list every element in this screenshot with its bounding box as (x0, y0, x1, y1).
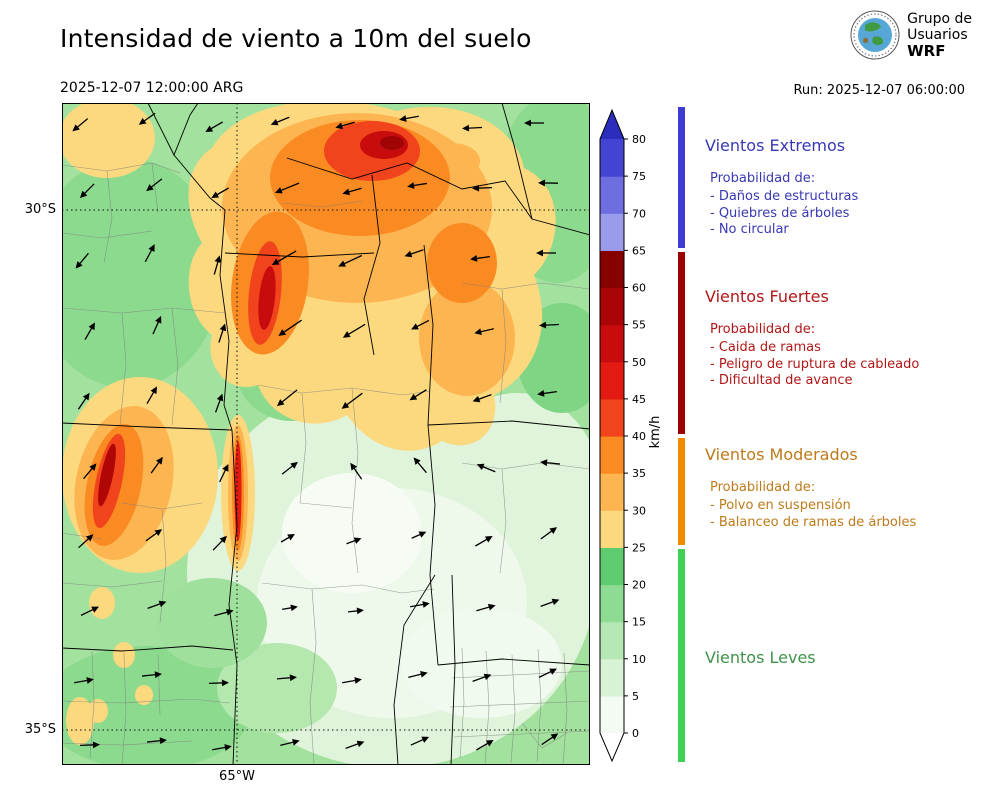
svg-text:60: 60 (632, 282, 646, 295)
svg-text:20: 20 (632, 579, 646, 592)
legend-title-extremos: Vientos Extremos (705, 136, 846, 155)
map-border (62, 103, 590, 765)
legend-prob-header-extremos: Probabilidad de: (710, 171, 816, 186)
lon-label-65w: 65°W (219, 769, 255, 784)
colorbar: 0 5 10 15 20 25 30 35 40 45 50 55 60 65 70 75 80 (599, 108, 646, 763)
legend-strip-extremos (678, 107, 685, 248)
svg-text:0: 0 (632, 727, 639, 740)
legend-strip-moderados (678, 438, 685, 545)
svg-text:5: 5 (632, 690, 639, 703)
page-title: Intensidad de viento a 10m del suelo (60, 24, 532, 53)
wind-intensity-map (62, 103, 590, 765)
wrf-logo: Grupo de Usuarios WRF (850, 10, 972, 60)
svg-text:10: 10 (632, 653, 646, 666)
legend-item: - Peligro de ruptura de cableado (710, 356, 920, 372)
department-boundaries (62, 162, 590, 765)
legend-title-fuertes: Vientos Fuertes (705, 287, 829, 306)
lat-label-30s: 30°S (24, 202, 56, 217)
legend-item: - Dificultad de avance (710, 373, 853, 388)
svg-text:40: 40 (632, 430, 646, 443)
svg-text:70: 70 (632, 207, 646, 220)
valid-datetime: 2025-12-07 12:00:00 ARG (60, 80, 244, 96)
legend-item: - No circular (710, 222, 789, 237)
wind-field (62, 103, 590, 765)
svg-text:50: 50 (632, 356, 646, 369)
wind-arrows-layer (72, 112, 561, 751)
legend-title-moderados: Vientos Moderados (705, 445, 858, 464)
svg-text:80: 80 (632, 133, 646, 146)
legend-item: - Balanceo de ramas de árboles (710, 514, 917, 530)
legend-title-leves: Vientos Leves (705, 648, 816, 667)
svg-text:35: 35 (632, 467, 646, 480)
svg-text:15: 15 (632, 616, 646, 629)
province-boundaries (62, 103, 590, 765)
legend-section-leves: Vientos Leves (705, 648, 997, 683)
svg-text:30: 30 (632, 504, 646, 517)
legend-item: - Daños de estructuras (710, 189, 859, 204)
logo-text-line2: Usuarios (907, 27, 968, 43)
globe-icon (850, 10, 900, 60)
colorbar-unit-label: km/h (648, 415, 663, 449)
lat-label-35s: 35°S (24, 722, 56, 737)
legend-item: - Quiebres de árboles (710, 205, 850, 221)
svg-text:55: 55 (632, 319, 646, 332)
legend-item: - Caida de ramas (710, 340, 821, 355)
legend-section-fuertes: Vientos Fuertes Probabilidad de: - Caida… (705, 287, 997, 390)
logo-text-wrf: WRF (907, 42, 946, 60)
svg-text:45: 45 (632, 393, 646, 406)
svg-text:75: 75 (632, 170, 646, 183)
legend-strip-leves (678, 549, 685, 762)
legend-item: - Polvo en suspensión (710, 498, 851, 513)
legend-section-moderados: Vientos Moderados Probabilidad de: - Pol… (705, 445, 997, 531)
svg-text:65: 65 (632, 244, 646, 257)
legend-prob-header-moderados: Probabilidad de: (710, 480, 816, 495)
legend-prob-header-fuertes: Probabilidad de: (710, 322, 816, 337)
run-datetime: Run: 2025-12-07 06:00:00 (793, 83, 965, 98)
legend-section-extremos: Vientos Extremos Probabilidad de: - Daño… (705, 136, 997, 239)
legend-strip-fuertes (678, 252, 685, 434)
svg-text:25: 25 (632, 541, 646, 554)
logo-text-line1: Grupo de (907, 11, 972, 27)
